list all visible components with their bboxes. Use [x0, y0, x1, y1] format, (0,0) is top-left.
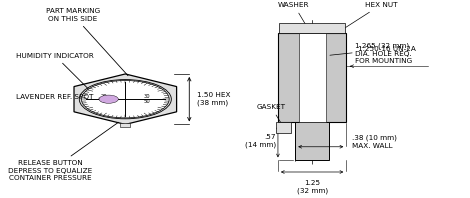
- Text: 1.250-16 UN-2A: 1.250-16 UN-2A: [330, 46, 415, 55]
- Text: PART MARKING
ON THIS SIDE: PART MARKING ON THIS SIDE: [46, 8, 128, 76]
- FancyBboxPatch shape: [299, 33, 326, 123]
- FancyBboxPatch shape: [279, 23, 345, 33]
- Text: HUMIDITY INDICATOR: HUMIDITY INDICATOR: [16, 52, 94, 89]
- Text: 1.25
(32 mm): 1.25 (32 mm): [297, 180, 328, 194]
- Circle shape: [81, 81, 169, 118]
- Text: WASHER: WASHER: [278, 2, 310, 26]
- Polygon shape: [74, 74, 177, 124]
- Circle shape: [79, 80, 172, 119]
- Text: GASKET: GASKET: [257, 104, 286, 122]
- Circle shape: [99, 95, 118, 103]
- Text: 30: 30: [143, 94, 150, 99]
- FancyBboxPatch shape: [276, 122, 291, 133]
- Text: HEX NUT: HEX NUT: [344, 2, 397, 29]
- Text: .38 (10 mm)
MAX. WALL: .38 (10 mm) MAX. WALL: [352, 135, 397, 149]
- Text: 1.50 HEX
(38 mm): 1.50 HEX (38 mm): [197, 92, 231, 107]
- Text: RELEASE BUTTON
DEPRESS TO EQUALIZE
CONTAINER PRESSURE: RELEASE BUTTON DEPRESS TO EQUALIZE CONTA…: [8, 122, 118, 181]
- Text: 50: 50: [143, 99, 150, 104]
- Text: LAVENDER REF. SPOT: LAVENDER REF. SPOT: [16, 94, 101, 100]
- FancyBboxPatch shape: [278, 33, 346, 123]
- FancyBboxPatch shape: [120, 123, 130, 127]
- Text: 1.265 (32 mm)
DIA. HOLE REQ.
FOR MOUNTING: 1.265 (32 mm) DIA. HOLE REQ. FOR MOUNTIN…: [355, 43, 413, 64]
- Text: .57
(14 mm): .57 (14 mm): [244, 134, 276, 148]
- Text: 20: 20: [101, 94, 108, 99]
- FancyBboxPatch shape: [295, 123, 329, 160]
- Text: 40: 40: [101, 99, 108, 104]
